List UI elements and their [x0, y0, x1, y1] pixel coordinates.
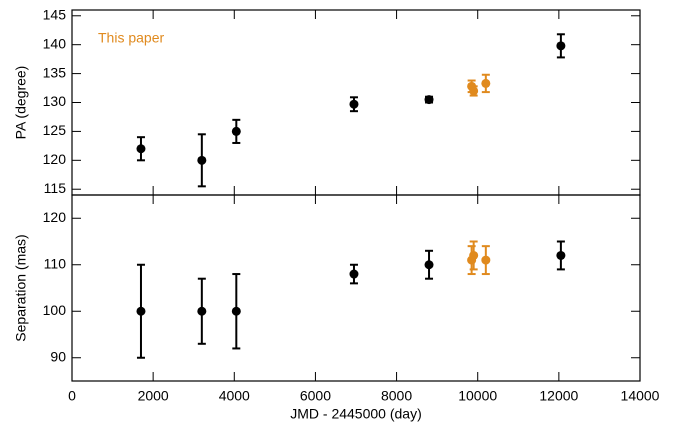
data-point	[197, 155, 207, 165]
x-tick-label: 4000	[219, 388, 250, 404]
x-tick-label: 6000	[300, 388, 331, 404]
x-axis-label: JMD - 2445000 (day)	[290, 406, 422, 422]
y-tick-label: 140	[43, 35, 67, 51]
x-tick-label: 14000	[621, 388, 660, 404]
data-point	[481, 255, 491, 265]
data-point	[469, 86, 479, 96]
y-tick-label: 100	[43, 302, 67, 318]
x-tick-label: 2000	[138, 388, 169, 404]
plot-frame	[71, 194, 641, 382]
y-tick-label: 120	[43, 151, 67, 167]
y-tick-label: 135	[43, 64, 67, 80]
y-tick-label: 110	[44, 255, 67, 271]
y-tick-label: 145	[43, 6, 67, 22]
x-tick-label: 10000	[458, 388, 497, 404]
x-tick-label: 8000	[381, 388, 412, 404]
y-axis-label: PA (degree)	[13, 66, 29, 140]
data-point	[349, 99, 359, 109]
y-tick-label: 125	[43, 122, 67, 138]
data-point	[424, 95, 434, 105]
data-point	[197, 306, 207, 316]
data-point	[424, 260, 434, 270]
y-tick-label: 120	[43, 209, 67, 225]
x-tick-label: 0	[68, 388, 76, 404]
legend-label: This paper	[98, 30, 164, 46]
y-tick-label: 130	[43, 93, 67, 109]
data-point	[231, 126, 241, 136]
x-tick-label: 12000	[539, 388, 578, 404]
y-tick-label: 90	[50, 348, 66, 364]
y-tick-label: 115	[44, 180, 67, 196]
data-point	[469, 250, 479, 260]
data-point	[556, 41, 566, 51]
y-axis-label: Separation (mas)	[13, 234, 29, 341]
data-point	[481, 78, 491, 88]
data-point	[349, 269, 359, 279]
data-point	[136, 144, 146, 154]
data-point	[136, 306, 146, 316]
data-point	[556, 250, 566, 260]
data-point	[231, 306, 241, 316]
